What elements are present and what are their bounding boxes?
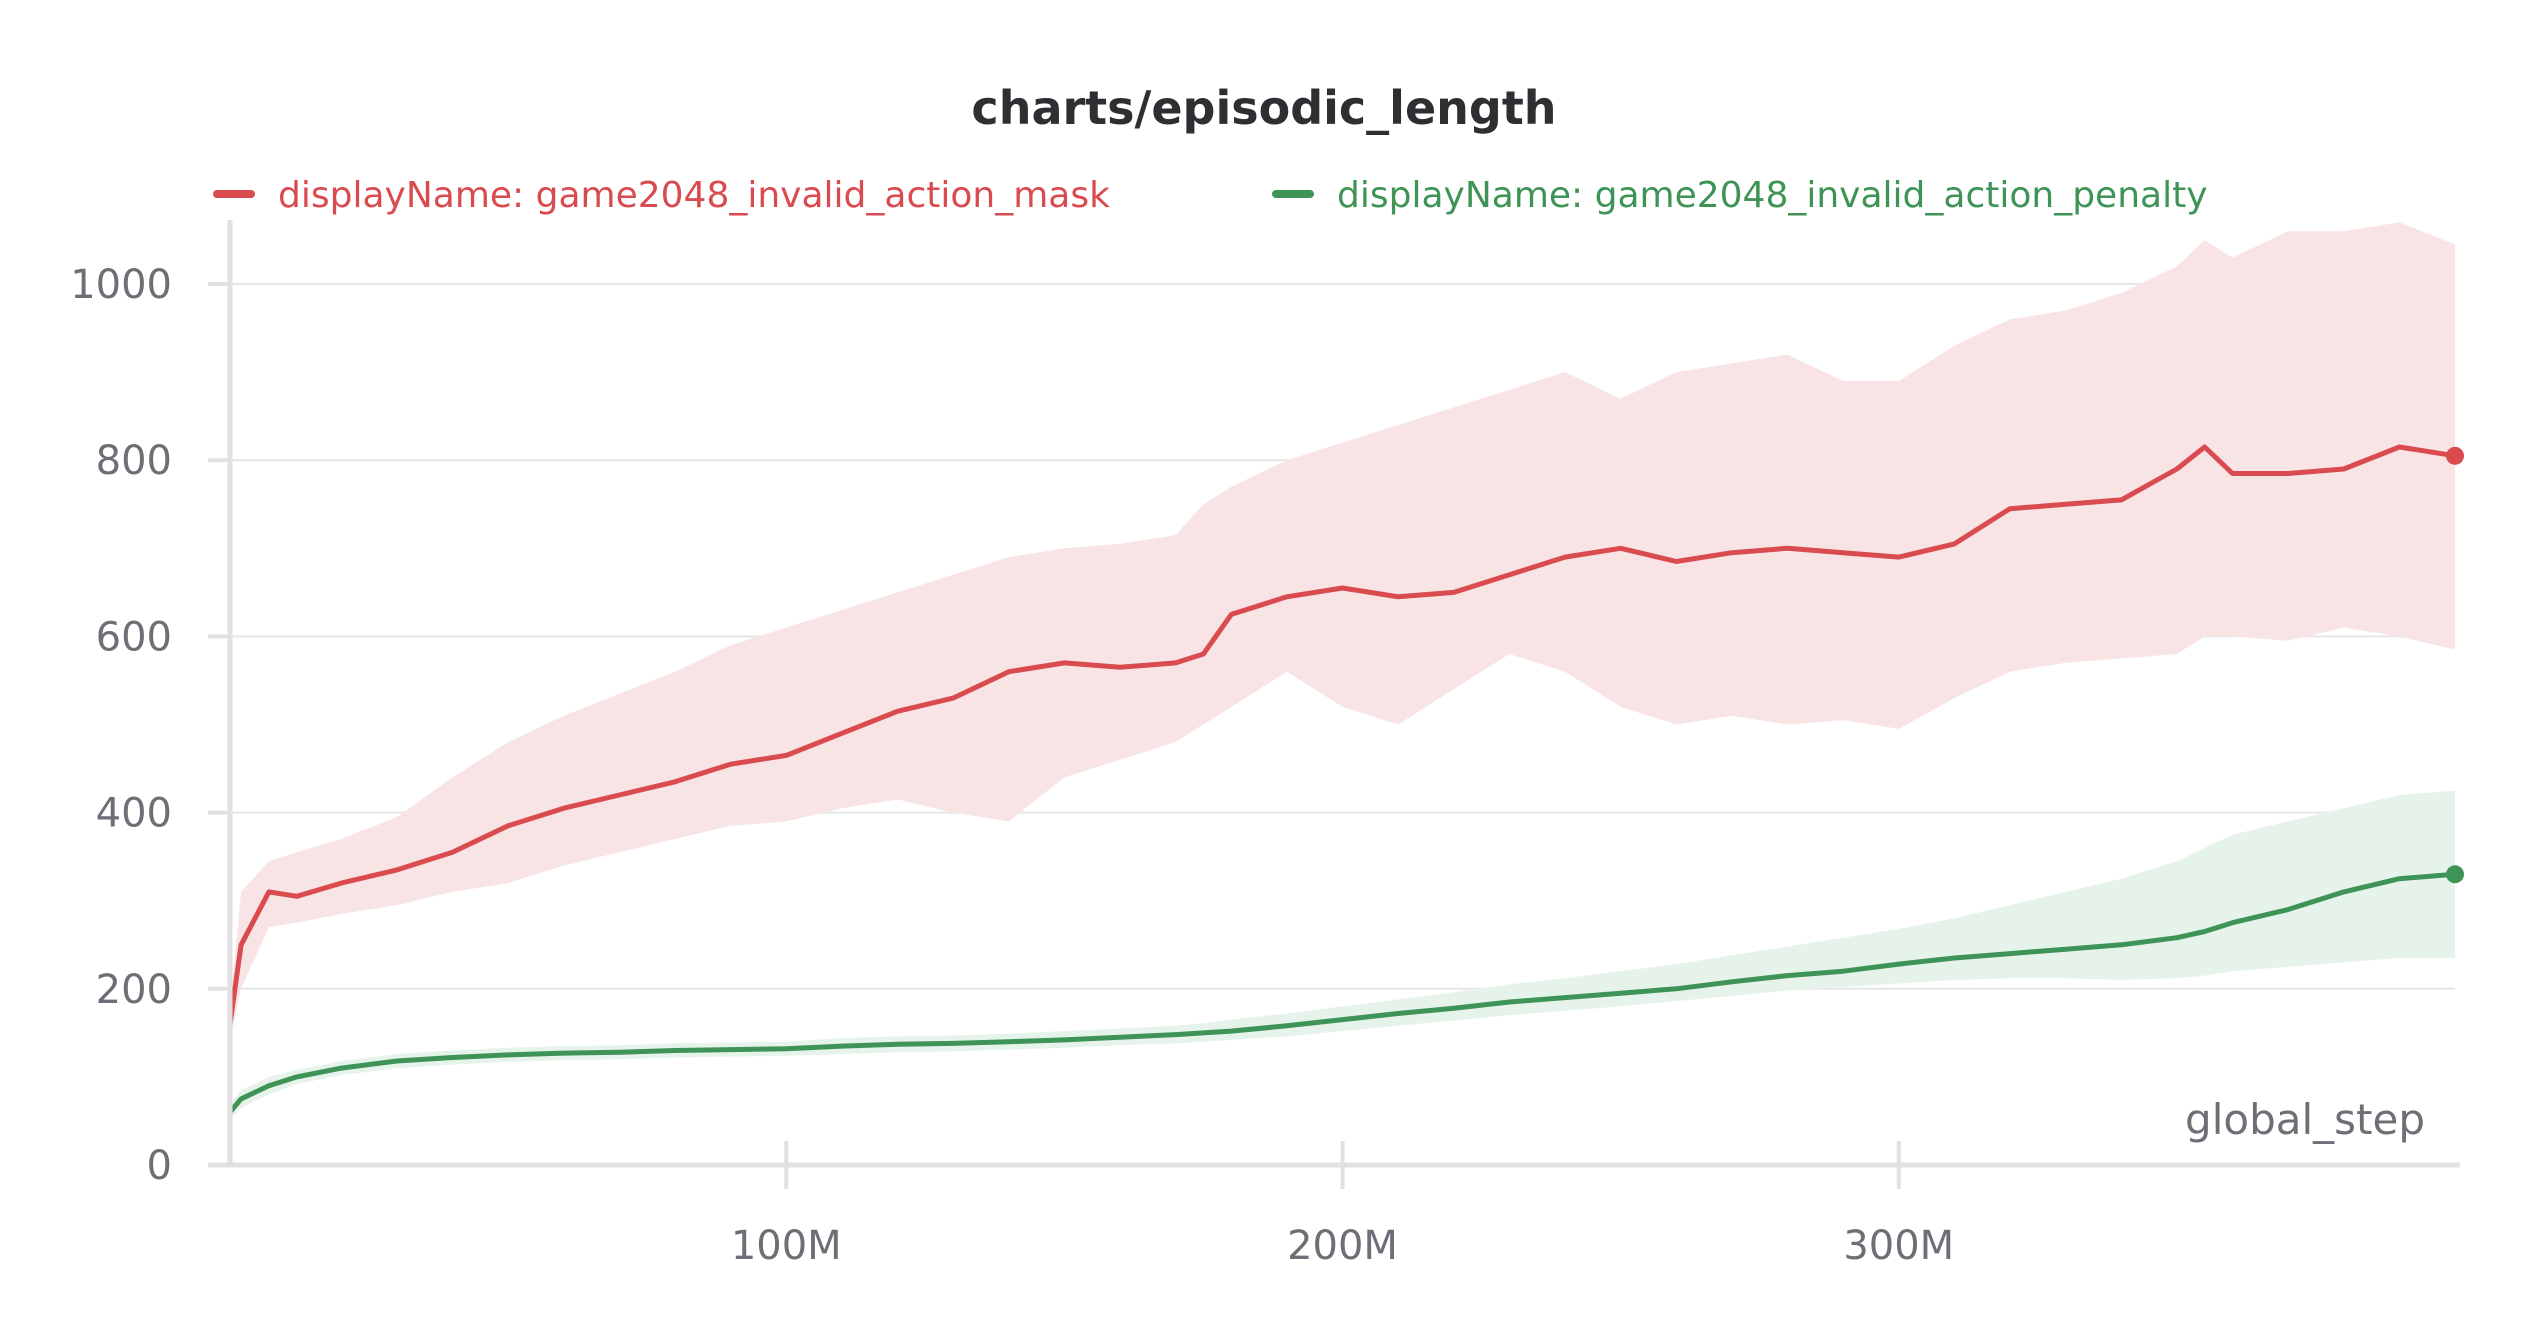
legend-swatch-penalty [1272,190,1314,198]
y-tick-label-3: 600 [96,614,172,660]
y-tick-label-4: 800 [96,438,172,484]
y-tick-label-5: 1000 [70,262,172,308]
x-axis-label: global_step [2185,1095,2425,1144]
confidence-bands [230,222,2455,1121]
series-endpoints [2446,446,2464,884]
axes [208,220,2460,1189]
y-tick-label-2: 400 [96,791,172,837]
x-tick-label-2: 300M [1843,1223,1954,1269]
series-line-0 [227,444,2458,1027]
series-endpoint-1 [2446,865,2464,884]
series-lines [227,444,2458,1115]
y-tick-label-0: 0 [147,1143,172,1189]
chart-title: charts/episodic_length [971,81,1556,135]
legend-swatch-mask [213,190,255,198]
legend-label-penalty: displayName: game2048_invalid_action_pen… [1337,175,2208,216]
series-line-1 [227,871,2458,1115]
x-tick-label-0: 100M [731,1223,842,1269]
legend: displayName: game2048_invalid_action_mas… [213,175,2208,216]
legend-label-mask: displayName: game2048_invalid_action_mas… [278,175,1110,216]
y-tick-label-1: 200 [96,967,172,1013]
x-tick-label-1: 200M [1287,1223,1398,1269]
tick-labels: 0 200 400 600 800 1000 100M 200M 300M [70,262,1954,1269]
series-endpoint-0 [2446,446,2464,465]
series-band-0 [230,222,2455,1042]
